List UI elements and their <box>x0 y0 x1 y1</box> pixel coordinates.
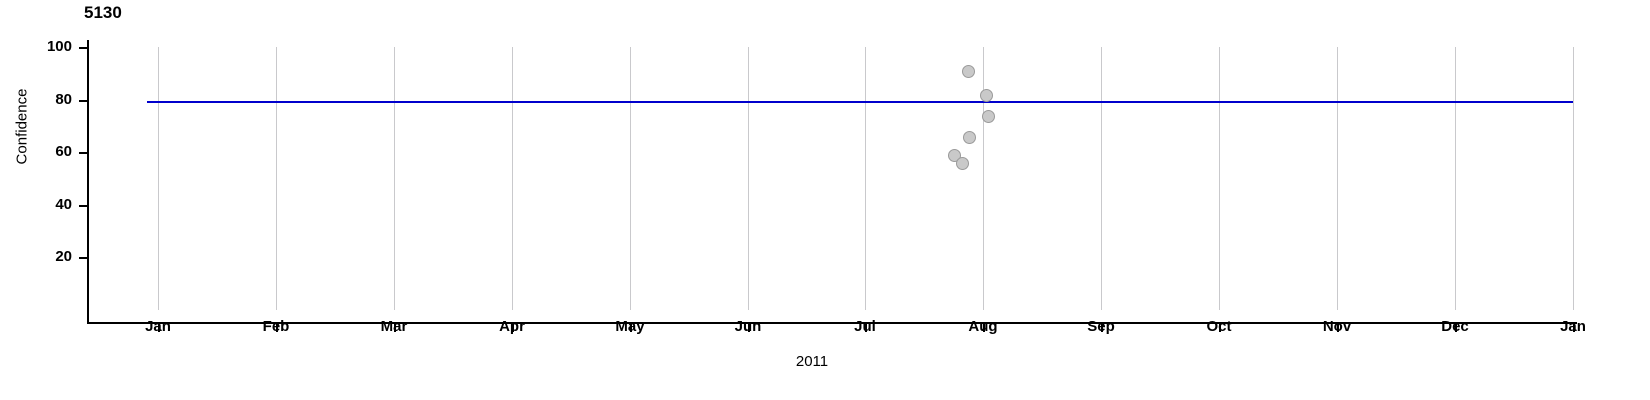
chart-title: 5130 <box>84 3 122 22</box>
x-tick-label-jan-12: Jan <box>1560 318 1586 335</box>
x-tick-label-feb-1: Feb <box>262 318 290 335</box>
x-tick-mark-2 <box>394 324 396 332</box>
y-tick-mark-40 <box>79 205 87 207</box>
data-point <box>961 65 975 79</box>
x-tick-label-sep-8: Sep <box>1087 318 1115 335</box>
y-tick-mark-20 <box>79 257 87 259</box>
gridline-jun-5 <box>748 47 749 310</box>
gridline-mar-2 <box>394 47 395 310</box>
y-tick-mark-80 <box>79 100 87 102</box>
data-point <box>955 157 969 170</box>
y-tick-label-40: 40 <box>55 196 72 213</box>
y-tick-mark-60 <box>79 152 87 154</box>
gridline-apr-3 <box>512 47 513 310</box>
gridline-jan-0 <box>158 47 159 310</box>
reference-line-threshold <box>147 101 1573 103</box>
x-tick-label-nov-10: Nov <box>1322 318 1352 335</box>
x-tick-label-jul-6: Jul <box>854 318 876 335</box>
y-tick-mark-100 <box>79 47 87 49</box>
x-tick-label-oct-9: Oct <box>1206 318 1232 335</box>
x-axis-line <box>87 322 1577 324</box>
data-point <box>962 130 976 144</box>
x-tick-mark-8 <box>1101 324 1103 332</box>
gridline-sep-8 <box>1101 47 1102 310</box>
x-tick-label-jan-0: Jan <box>145 318 171 335</box>
x-tick-mark-6 <box>865 324 867 332</box>
y-axis-label: Confidence <box>13 88 31 165</box>
x-tick-label-aug-7: Aug <box>968 318 998 335</box>
x-tick-mark-10 <box>1337 324 1339 332</box>
x-tick-mark-0 <box>158 324 160 332</box>
y-tick-label-20: 20 <box>55 248 72 265</box>
x-tick-label-jun-5: Jun <box>734 318 762 335</box>
x-tick-label-dec-11: Dec <box>1441 318 1469 335</box>
x-tick-mark-3 <box>512 324 514 332</box>
gridline-dec-11 <box>1455 47 1456 310</box>
y-tick-label-100: 100 <box>46 38 72 55</box>
gridline-jan-12 <box>1573 47 1574 310</box>
x-tick-label-may-4: May <box>615 318 645 335</box>
gridline-may-4 <box>630 47 631 310</box>
x-tick-mark-9 <box>1219 324 1221 332</box>
gridline-oct-9 <box>1219 47 1220 310</box>
x-tick-mark-1 <box>276 324 278 332</box>
x-tick-label-mar-2: Mar <box>380 318 408 335</box>
data-point <box>979 88 993 102</box>
x-tick-label-apr-3: Apr <box>499 318 525 335</box>
x-tick-mark-4 <box>630 324 632 332</box>
x-tick-mark-12 <box>1573 324 1575 332</box>
y-axis-line <box>87 40 89 324</box>
y-tick-label-80: 80 <box>55 91 72 108</box>
data-point <box>981 109 995 123</box>
gridline-nov-10 <box>1337 47 1338 310</box>
x-tick-mark-5 <box>748 324 750 332</box>
gridline-jul-6 <box>865 47 866 310</box>
x-tick-mark-11 <box>1455 324 1457 332</box>
y-tick-label-60: 60 <box>55 143 72 160</box>
x-axis-label: 2011 <box>795 353 829 370</box>
x-tick-mark-7 <box>983 324 985 332</box>
gridline-feb-1 <box>276 47 277 310</box>
gridline-aug-7 <box>983 47 984 310</box>
